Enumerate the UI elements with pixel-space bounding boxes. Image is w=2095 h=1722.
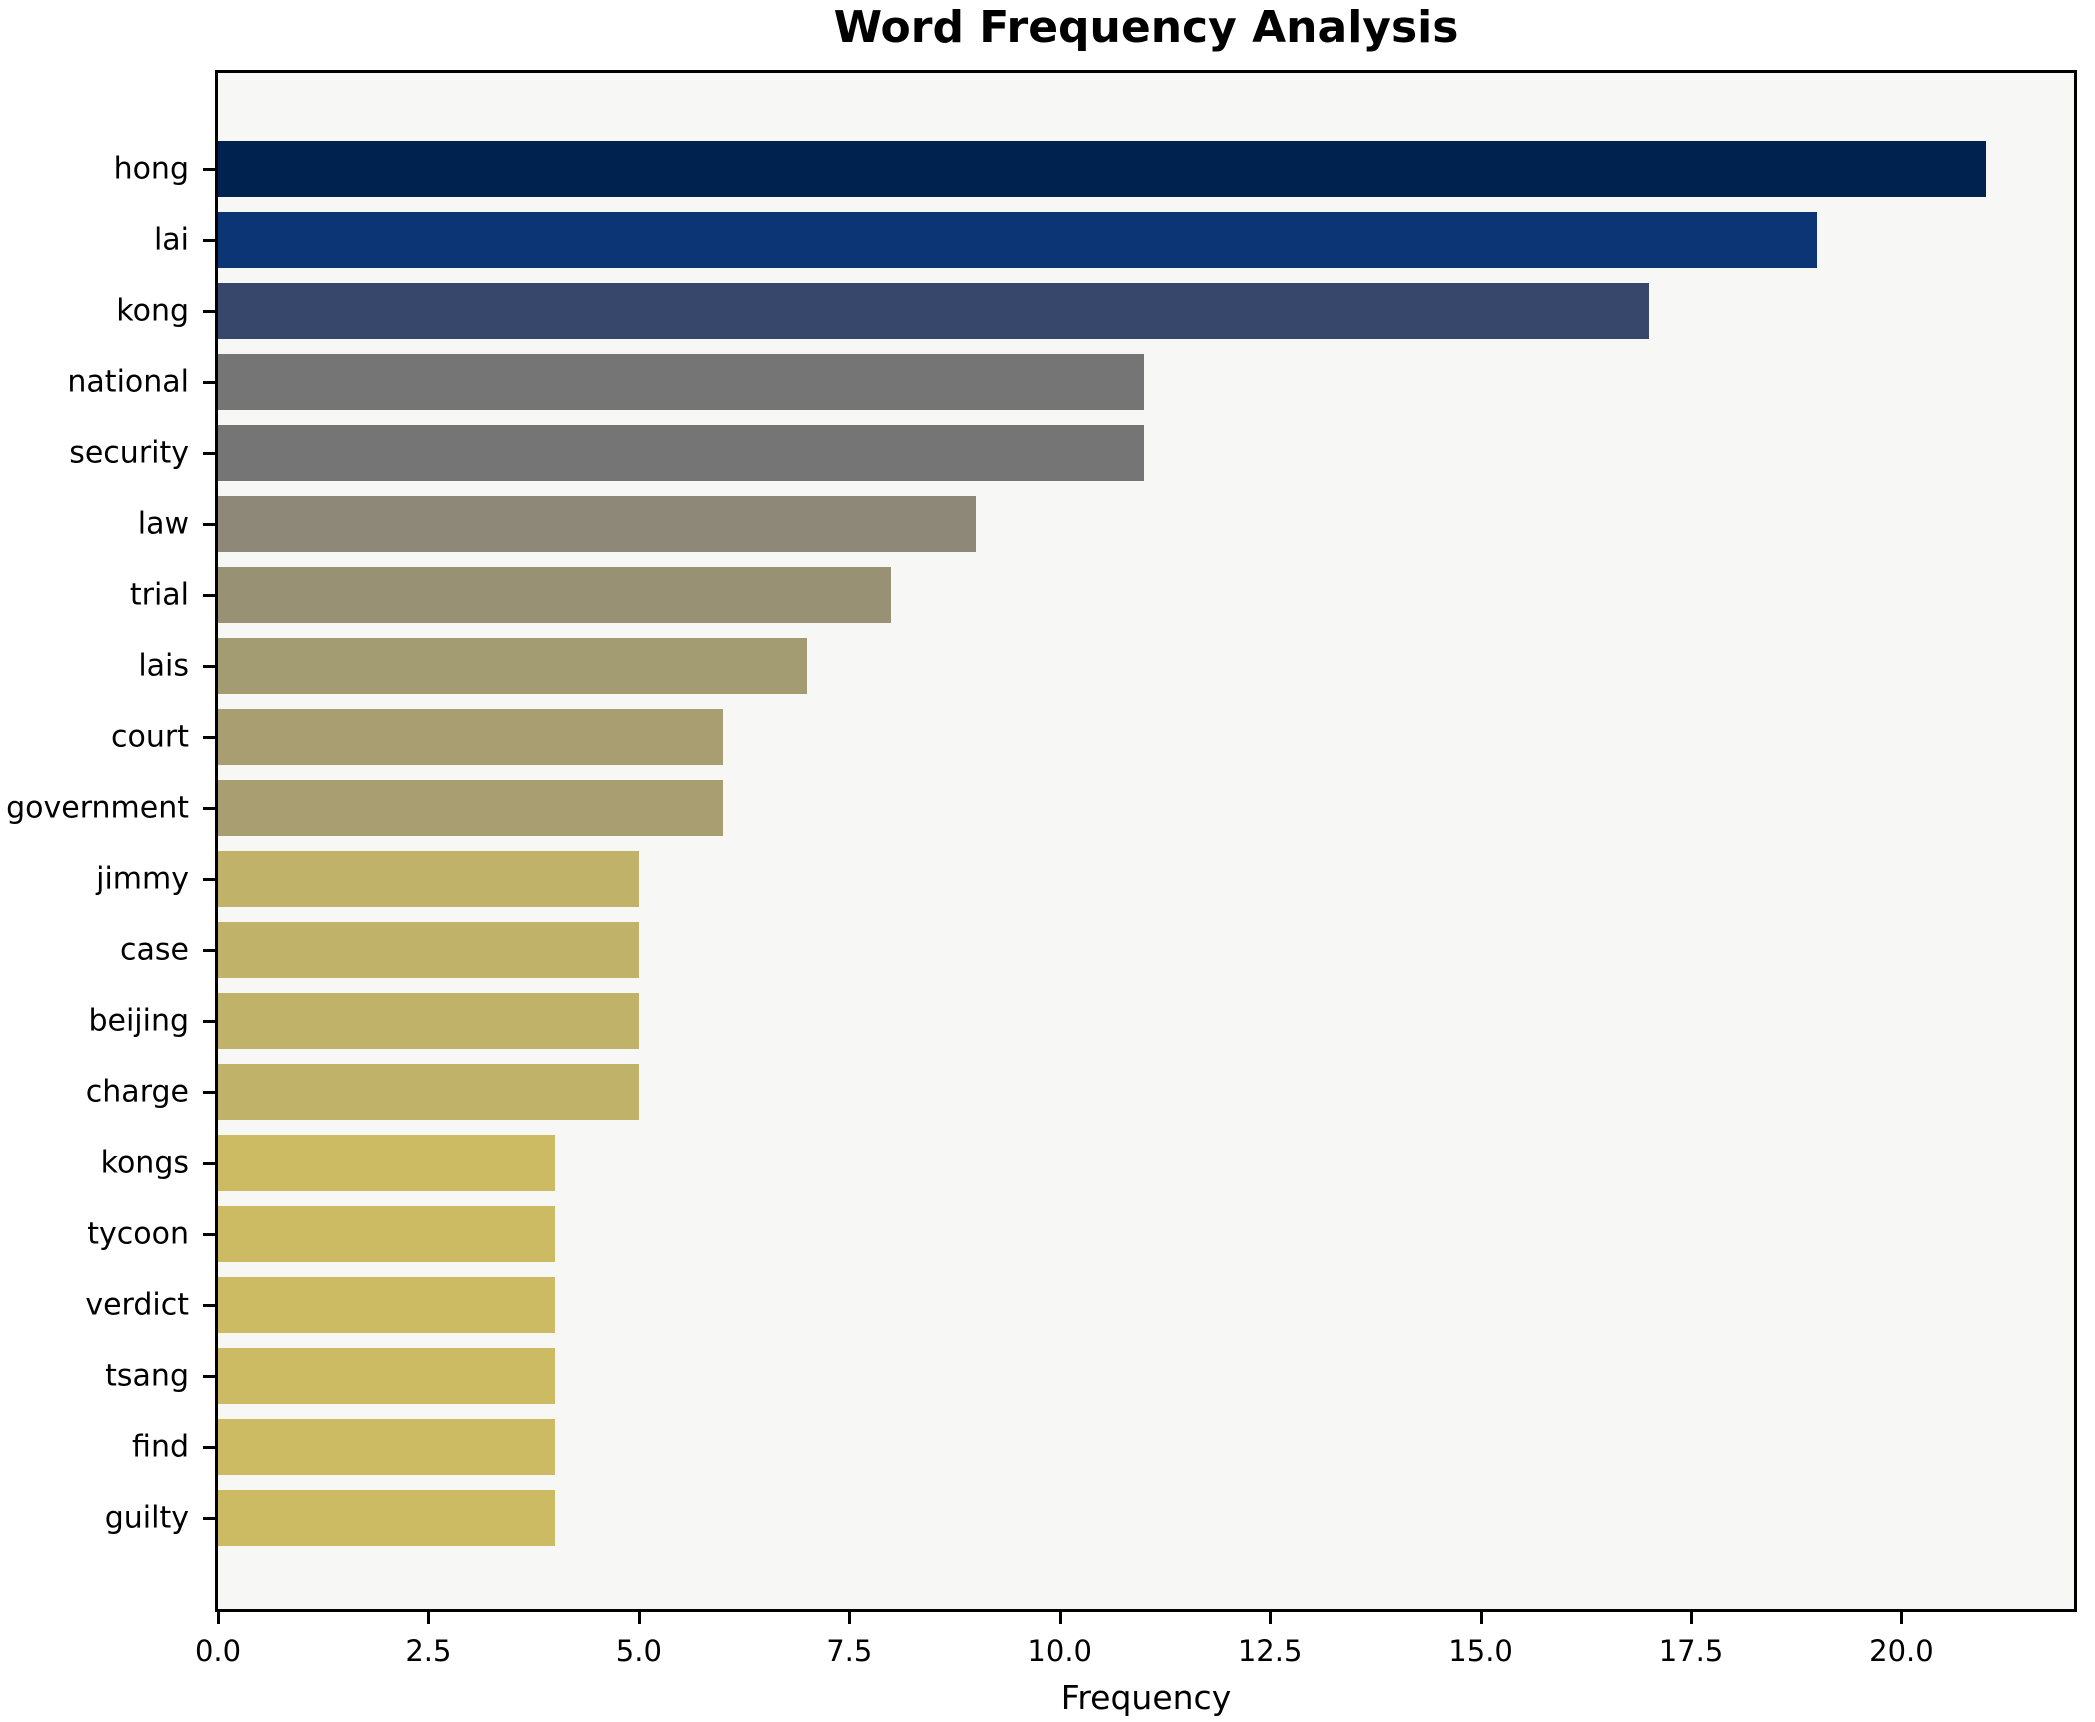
bar-security: [218, 425, 1144, 481]
bar-find: [218, 1419, 555, 1475]
y-tick-law: [203, 523, 215, 526]
y-label-charge: charge: [85, 1074, 189, 1110]
y-tick-verdict: [203, 1304, 215, 1307]
x-tick-label-15.0: 15.0: [1448, 1634, 1513, 1668]
x-tick-10.0: [1058, 1612, 1062, 1624]
y-tick-government: [203, 807, 215, 810]
y-label-kong: kong: [116, 293, 189, 329]
bar-hong: [218, 141, 1986, 197]
y-label-verdict: verdict: [85, 1287, 189, 1323]
x-tick-0.0: [217, 1612, 220, 1624]
y-axis: hong lai kong national security law trial lais c…: [0, 0, 215, 1722]
y-tick-hong: [203, 168, 215, 171]
bar-case: [218, 922, 639, 978]
bar-kongs: [218, 1135, 555, 1191]
bar-tycoon: [218, 1206, 555, 1262]
y-label-trial: trial: [129, 577, 189, 613]
y-tick-kong: [203, 310, 215, 313]
bar-national: [218, 354, 1144, 410]
y-tick-tycoon: [203, 1233, 215, 1236]
y-label-national: national: [67, 364, 189, 400]
y-label-court: court: [111, 719, 189, 755]
y-label-lai: lai: [153, 222, 189, 258]
y-label-hong: hong: [113, 151, 189, 187]
plot-area: [215, 70, 2077, 1612]
x-tick-label-10.0: 10.0: [1027, 1634, 1093, 1668]
y-label-case: case: [120, 932, 189, 968]
y-tick-kongs: [203, 1162, 215, 1165]
x-tick-20.0: [1900, 1612, 1904, 1624]
y-tick-jimmy: [203, 878, 215, 881]
x-axis: Frequency 0.0 2.5 5.0 7.5 10.0 12.5 15.0 17.5 20…: [195, 1612, 2074, 1722]
bar-kong: [218, 283, 1649, 339]
y-label-security: security: [69, 435, 189, 471]
y-tick-charge: [203, 1091, 215, 1094]
chart-title: Word Frequency Analysis: [833, 2, 1459, 53]
bar-court: [218, 709, 724, 765]
y-tick-trial: [203, 594, 215, 597]
x-tick-7.5: [848, 1612, 852, 1624]
y-label-guilty: guilty: [104, 1500, 189, 1536]
y-tick-lai: [203, 239, 215, 242]
y-tick-beijing: [203, 1020, 215, 1023]
x-axis-label: Frequency: [1060, 1678, 1232, 1717]
y-label-tycoon: tycoon: [87, 1216, 189, 1252]
y-tick-guilty: [203, 1517, 215, 1520]
bar-guilty: [218, 1490, 555, 1546]
y-label-lais: lais: [138, 648, 189, 684]
bars-container: [218, 73, 2074, 1609]
y-tick-security: [203, 452, 215, 455]
y-label-tsang: tsang: [105, 1358, 189, 1394]
x-tick-12.5: [1269, 1612, 1273, 1624]
bar-beijing: [218, 993, 639, 1049]
bar-verdict: [218, 1277, 555, 1333]
bar-lais: [218, 638, 808, 694]
y-tick-court: [203, 736, 215, 739]
y-tick-national: [203, 381, 215, 384]
x-tick-label-17.5: 17.5: [1658, 1634, 1724, 1668]
x-tick-15.0: [1479, 1612, 1483, 1624]
bar-charge: [218, 1064, 639, 1120]
y-label-government: government: [6, 790, 189, 826]
x-tick-label-7.5: 7.5: [826, 1634, 873, 1668]
x-tick-17.5: [1690, 1612, 1694, 1624]
y-tick-tsang: [203, 1375, 215, 1378]
x-tick-2.5: [427, 1612, 431, 1624]
x-tick-label-2.5: 2.5: [405, 1634, 452, 1668]
bar-tsang: [218, 1348, 555, 1404]
y-label-beijing: beijing: [88, 1003, 189, 1039]
y-label-find: find: [132, 1429, 189, 1465]
x-tick-label-0.0: 0.0: [194, 1634, 242, 1668]
y-tick-find: [203, 1446, 215, 1449]
bar-trial: [218, 567, 892, 623]
bar-jimmy: [218, 851, 639, 907]
x-tick-label-12.5: 12.5: [1237, 1634, 1303, 1668]
x-tick-5.0: [637, 1612, 641, 1624]
bar-law: [218, 496, 976, 552]
bar-lai: [218, 212, 1818, 268]
x-tick-label-5.0: 5.0: [615, 1634, 662, 1668]
x-tick-label-20.0: 20.0: [1869, 1634, 1934, 1668]
y-tick-case: [203, 949, 215, 952]
bar-government: [218, 780, 724, 836]
y-label-kongs: kongs: [100, 1145, 189, 1181]
y-label-law: law: [137, 506, 189, 542]
y-label-jimmy: jimmy: [96, 861, 189, 897]
y-tick-lais: [203, 665, 215, 668]
